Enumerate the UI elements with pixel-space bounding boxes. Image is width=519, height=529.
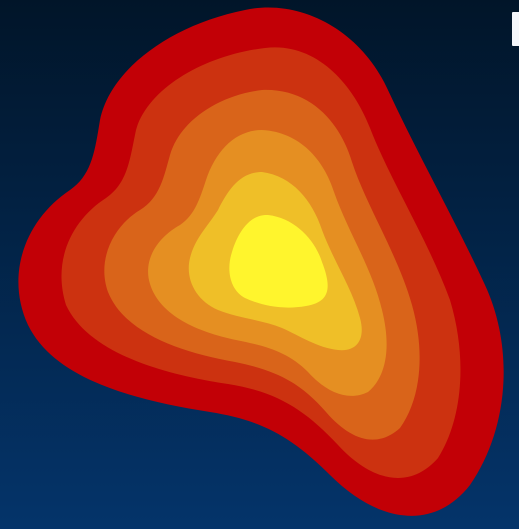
contour-level-6 — [229, 214, 328, 308]
clipped-edge-element — [512, 12, 519, 46]
